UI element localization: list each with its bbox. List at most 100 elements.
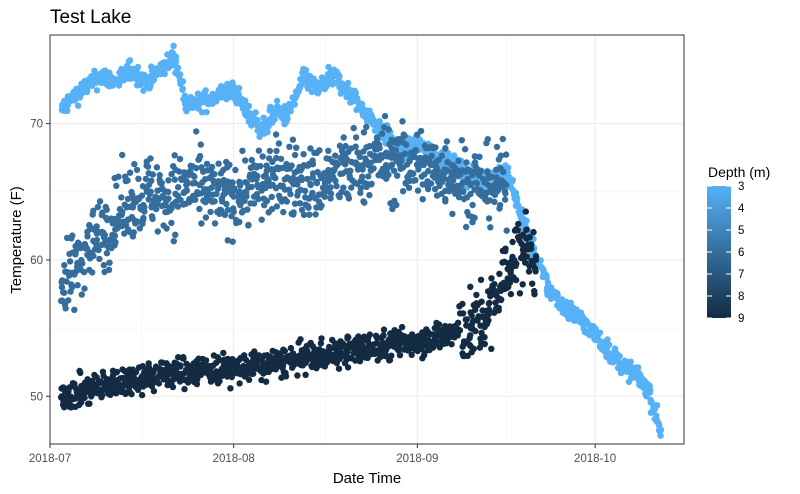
data-point — [463, 159, 470, 166]
data-point — [168, 205, 175, 212]
data-point — [200, 365, 208, 373]
data-point — [93, 236, 101, 244]
data-point — [119, 151, 126, 159]
data-point — [509, 256, 516, 264]
data-point — [394, 172, 401, 179]
data-point — [135, 175, 142, 182]
data-point — [615, 359, 622, 366]
data-point — [165, 369, 172, 377]
data-point — [485, 215, 493, 222]
data-point — [148, 177, 155, 184]
data-point — [289, 174, 297, 182]
data-point — [304, 175, 311, 183]
data-point — [467, 332, 474, 339]
data-point — [169, 383, 177, 391]
data-point — [165, 177, 172, 184]
data-point — [112, 215, 119, 223]
data-point — [442, 145, 449, 152]
data-point — [218, 365, 225, 373]
data-point — [298, 206, 306, 214]
data-point — [290, 211, 297, 218]
x-axis-ticks: 2018-07 2018-08 2018-09 2018-10 — [29, 444, 616, 465]
data-point — [181, 385, 188, 393]
plot-border — [49, 34, 685, 445]
data-point — [216, 377, 223, 385]
data-point — [60, 289, 68, 296]
data-point — [380, 332, 387, 339]
data-point — [244, 206, 251, 213]
data-point — [357, 189, 364, 196]
data-point — [282, 373, 290, 380]
data-point — [170, 42, 177, 49]
data-point — [477, 167, 485, 174]
data-point — [301, 72, 308, 80]
data-point — [215, 160, 222, 167]
data-point — [345, 195, 353, 202]
data-point — [202, 87, 209, 94]
data-point — [141, 208, 148, 215]
data-point — [252, 109, 259, 116]
data-point — [134, 63, 142, 71]
data-point — [112, 379, 119, 386]
data-point — [512, 276, 520, 284]
data-point — [254, 181, 261, 189]
data-point — [161, 70, 168, 78]
data-point — [438, 152, 446, 159]
data-point — [477, 276, 485, 283]
data-point — [273, 154, 280, 162]
legend-title: Depth (m) — [708, 164, 770, 180]
data-point — [343, 86, 350, 93]
data-point — [317, 340, 325, 347]
data-point — [471, 214, 478, 221]
data-point — [266, 147, 274, 155]
data-point — [519, 281, 526, 288]
data-point — [144, 163, 152, 170]
data-point — [414, 187, 422, 194]
data-point — [228, 373, 235, 381]
data-point — [336, 142, 344, 149]
data-point — [105, 266, 113, 273]
data-point — [208, 163, 216, 171]
data-point — [93, 223, 100, 230]
data-point — [273, 203, 281, 210]
series-depth-9 — [57, 208, 540, 411]
legend-label: 7 — [738, 269, 744, 281]
data-point — [449, 168, 457, 175]
data-point — [467, 181, 474, 189]
data-point — [158, 179, 165, 187]
data-point — [72, 248, 80, 255]
data-point — [194, 376, 201, 383]
data-point — [156, 171, 163, 179]
data-point — [174, 203, 182, 210]
data-point — [180, 355, 187, 362]
data-point — [203, 108, 210, 116]
data-point — [325, 174, 332, 182]
data-point — [335, 365, 343, 372]
data-point — [196, 205, 203, 213]
data-point — [265, 176, 272, 183]
data-point — [82, 243, 89, 250]
data-point — [100, 72, 107, 80]
data-point — [526, 234, 533, 241]
data-point — [283, 113, 291, 121]
data-point — [183, 100, 190, 107]
data-point — [149, 215, 156, 223]
data-point — [309, 189, 316, 197]
data-point — [503, 227, 510, 234]
data-point — [113, 182, 120, 189]
data-point — [604, 336, 611, 343]
y-tick-label: 70 — [30, 119, 43, 131]
data-point — [71, 306, 78, 313]
data-point — [348, 184, 355, 191]
data-point — [141, 79, 148, 86]
data-point — [133, 166, 141, 174]
data-point — [368, 111, 375, 118]
legend-label: 4 — [738, 203, 745, 215]
data-point — [487, 224, 494, 231]
data-point — [340, 184, 347, 191]
data-point — [657, 427, 664, 434]
data-point — [98, 391, 106, 399]
data-point — [106, 259, 113, 266]
data-point — [248, 183, 255, 191]
